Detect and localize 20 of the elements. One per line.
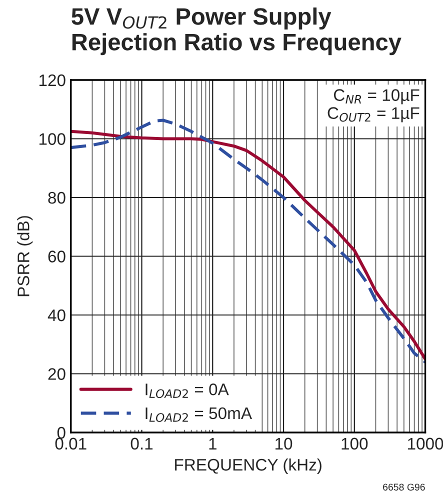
text: 6658 G96 — [383, 484, 425, 491]
x-tick-label: 0.01 — [55, 438, 86, 450]
text: C$_{NR}$ = 10µF C$_{OUT2}$ = 1µF — [328, 89, 420, 122]
y-tick-label: 120 — [39, 74, 66, 86]
y-tick-label: 20 — [48, 368, 66, 380]
y-axis-title: PSRR (dB) — [17, 216, 33, 296]
chart-title: 5V V$_{OUT2}$ Power Supply Rejection Ratio vs Frequency — [72, 8, 402, 56]
x-tick-label: 0.1 — [130, 438, 153, 450]
legend-label: I$_{LOAD2}$ = 50mA — [146, 407, 252, 422]
legend-label: I$_{LOAD2}$ = 0A — [146, 384, 229, 398]
x-axis-title: FREQUENCY (kHz) — [175, 458, 322, 474]
x-tick-label: 1000 — [408, 438, 443, 450]
x-tick-label: 100 — [342, 438, 368, 450]
y-tick-label: 40 — [48, 309, 66, 322]
x-tick-label: 1 — [209, 438, 216, 450]
y-tick-label: 0 — [57, 426, 66, 439]
y-tick-label: 100 — [39, 133, 66, 145]
y-tick-label: 60 — [48, 250, 66, 262]
y-tick-label: 80 — [48, 192, 66, 204]
x-tick-label: 10 — [276, 438, 292, 450]
